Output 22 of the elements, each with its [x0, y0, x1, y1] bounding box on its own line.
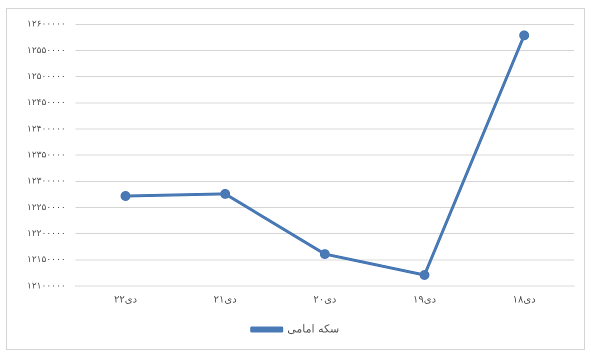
y-tick-label: ۱۲۲۰۰۰۰۰: [27, 229, 66, 240]
y-tick-label: ۱۲۲۵۰۰۰۰: [27, 202, 66, 213]
y-tick-label: ۱۲۱۰۰۰۰۰: [27, 281, 66, 292]
y-tick-label: ۱۲۱۵۰۰۰۰: [27, 255, 66, 266]
x-tick-label: ۱۹دی: [412, 294, 436, 306]
y-tick-label: ۱۲۴۵۰۰۰۰: [27, 98, 66, 108]
point: [519, 30, 530, 40]
y-tick-label: ۱۲۵۵۰۰۰۰: [27, 46, 66, 56]
y-tick-label: ۱۲۳۵۰۰۰۰: [27, 150, 66, 161]
y-tick-label: ۱۲۵۰۰۰۰۰: [27, 72, 66, 82]
y-tick-label: ۱۲۶۰۰۰۰۰: [27, 20, 66, 30]
x-tick-label: ۱۸دی: [512, 294, 536, 306]
x-tick-label: ۲۱دی: [214, 294, 237, 306]
point: [120, 191, 131, 202]
point: [220, 188, 230, 199]
legend-label: سکه امامی: [287, 322, 340, 336]
x-tick-label: ۲۲دی: [114, 294, 138, 306]
y-tick-label: ۱۲۴۰۰۰۰۰: [27, 124, 66, 134]
x-tick-label: ۲۰دی: [313, 294, 336, 306]
y-tick-label: ۱۲۳۰۰۰۰۰: [27, 176, 66, 187]
point: [320, 249, 330, 260]
point: [420, 270, 430, 280]
